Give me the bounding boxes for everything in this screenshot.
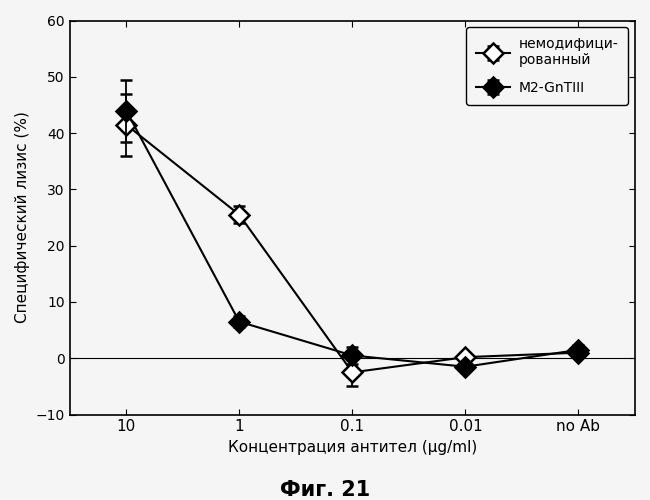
Y-axis label: Специфический лизис (%): Специфический лизис (%) <box>15 112 30 324</box>
X-axis label: Концентрация антител (μg/ml): Концентрация антител (μg/ml) <box>227 440 477 455</box>
Legend: немодифици-
рованный, M2-GnTIII: немодифици- рованный, M2-GnTIII <box>466 28 628 105</box>
Text: Фиг. 21: Фиг. 21 <box>280 480 370 500</box>
